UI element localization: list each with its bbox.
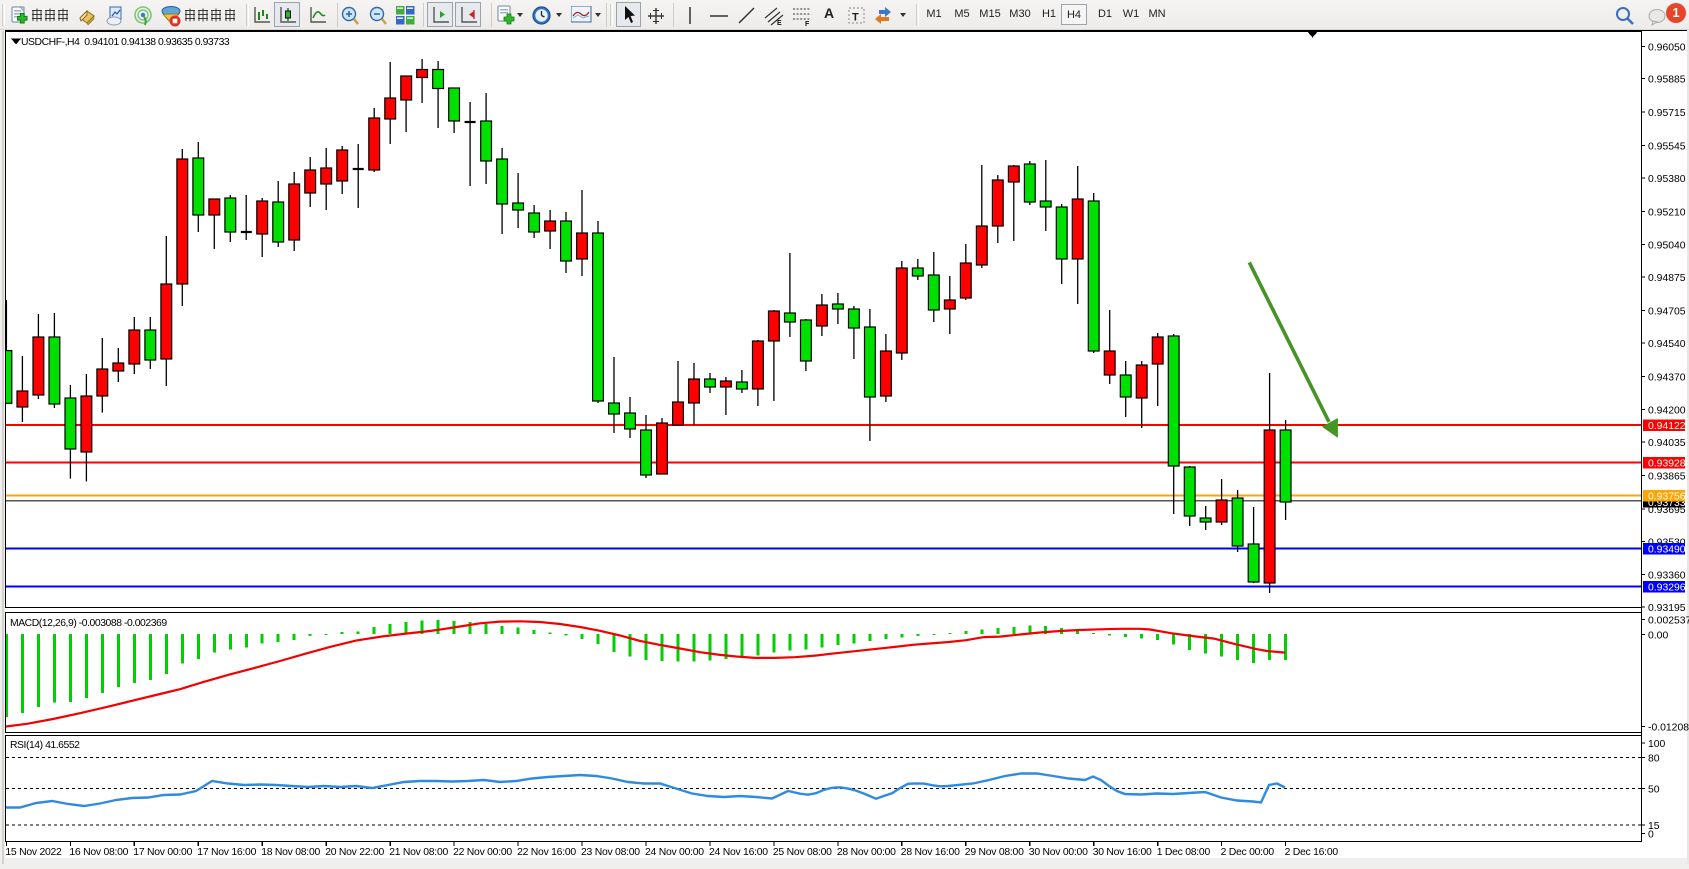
- svg-text:T: T: [852, 12, 859, 24]
- svg-text:0.93733: 0.93733: [1648, 498, 1686, 509]
- svg-text:0.94035: 0.94035: [1648, 438, 1686, 449]
- svg-text:1 Dec 08:00: 1 Dec 08:00: [1157, 847, 1211, 858]
- svg-text:0.95380: 0.95380: [1648, 174, 1686, 185]
- svg-text:0.93296: 0.93296: [1648, 583, 1686, 594]
- svg-text:25 Nov 08:00: 25 Nov 08:00: [773, 847, 832, 858]
- svg-text:0.95545: 0.95545: [1648, 142, 1686, 153]
- svg-text:17 Nov 16:00: 17 Nov 16:00: [197, 847, 256, 858]
- svg-text:22 Nov 16:00: 22 Nov 16:00: [517, 847, 576, 858]
- svg-text:USDCHF-,H4 0.94101 0.94138 0.: USDCHF-,H4 0.94101 0.94138 0.93635 0.937…: [21, 37, 230, 48]
- svg-text:0.95715: 0.95715: [1648, 108, 1686, 119]
- svg-text:0.94540: 0.94540: [1648, 339, 1686, 350]
- svg-text:0.002537: 0.002537: [1648, 615, 1689, 626]
- svg-text:50: 50: [1648, 784, 1660, 795]
- svg-text:-0.01208: -0.01208: [1648, 722, 1689, 733]
- svg-text:0: 0: [1648, 830, 1654, 841]
- svg-text:0.94705: 0.94705: [1648, 307, 1686, 318]
- svg-text:15: 15: [1648, 821, 1660, 832]
- svg-text:0.93756: 0.93756: [1648, 492, 1686, 503]
- svg-text:MACD(12,26,9) -0.003088 -0.002: MACD(12,26,9) -0.003088 -0.002369: [10, 618, 167, 629]
- svg-text:0.95040: 0.95040: [1648, 241, 1686, 252]
- svg-text:17 Nov 00:00: 17 Nov 00:00: [133, 847, 192, 858]
- svg-text:20 Nov 22:00: 20 Nov 22:00: [325, 847, 384, 858]
- svg-text:28 Nov 00:00: 28 Nov 00:00: [837, 847, 896, 858]
- svg-text:18 Nov 08:00: 18 Nov 08:00: [261, 847, 320, 858]
- svg-text:0.95885: 0.95885: [1648, 75, 1686, 86]
- svg-text:15 Nov 2022: 15 Nov 2022: [5, 847, 62, 858]
- svg-text:0.93490: 0.93490: [1648, 545, 1686, 556]
- svg-text:0.96050: 0.96050: [1648, 42, 1686, 53]
- svg-text:23 Nov 08:00: 23 Nov 08:00: [581, 847, 640, 858]
- svg-text:2 Dec 00:00: 2 Dec 00:00: [1221, 847, 1275, 858]
- svg-text:22 Nov 00:00: 22 Nov 00:00: [453, 847, 512, 858]
- svg-text:0.00: 0.00: [1648, 631, 1668, 642]
- svg-text:30 Nov 00:00: 30 Nov 00:00: [1029, 847, 1088, 858]
- svg-text:100: 100: [1648, 739, 1666, 750]
- svg-text:0.95210: 0.95210: [1648, 207, 1686, 218]
- svg-text:28 Nov 16:00: 28 Nov 16:00: [901, 847, 960, 858]
- svg-text:0.93865: 0.93865: [1648, 472, 1686, 483]
- svg-text:2 Dec 16:00: 2 Dec 16:00: [1285, 847, 1339, 858]
- svg-text:0.93695: 0.93695: [1648, 505, 1686, 516]
- svg-text:0.93928: 0.93928: [1648, 459, 1686, 470]
- svg-text:24 Nov 00:00: 24 Nov 00:00: [645, 847, 704, 858]
- svg-text:0.94200: 0.94200: [1648, 406, 1686, 417]
- svg-text:29 Nov 08:00: 29 Nov 08:00: [965, 847, 1024, 858]
- svg-text:0.94370: 0.94370: [1648, 372, 1686, 383]
- svg-text:E: E: [777, 20, 782, 26]
- svg-text:F: F: [805, 21, 810, 26]
- svg-text:RSI(14) 41.6552: RSI(14) 41.6552: [10, 740, 80, 751]
- svg-text:0.93195: 0.93195: [1648, 603, 1686, 614]
- svg-text:30 Nov 16:00: 30 Nov 16:00: [1093, 847, 1152, 858]
- svg-text:21 Nov 08:00: 21 Nov 08:00: [389, 847, 448, 858]
- svg-text:0.93360: 0.93360: [1648, 571, 1686, 582]
- svg-text:24 Nov 16:00: 24 Nov 16:00: [709, 847, 768, 858]
- svg-text:16 Nov 08:00: 16 Nov 08:00: [69, 847, 128, 858]
- svg-text:0.94875: 0.94875: [1648, 273, 1686, 284]
- svg-text:80: 80: [1648, 754, 1660, 765]
- svg-text:0.94122: 0.94122: [1648, 421, 1686, 432]
